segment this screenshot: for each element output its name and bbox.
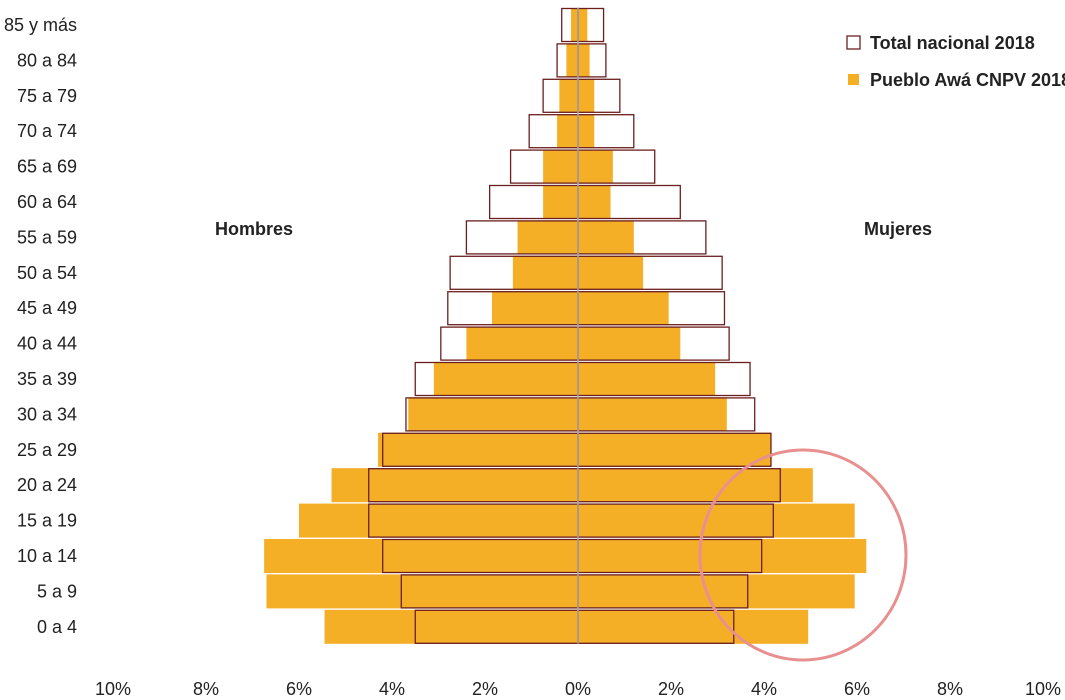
bar-awa-hombres <box>331 468 578 503</box>
age-group-label: 25 a 29 <box>17 440 77 460</box>
bar-awa-hombres <box>571 8 578 42</box>
bar-awa-mujeres <box>578 326 681 361</box>
bar-awa-mujeres <box>578 362 716 396</box>
age-group-label: 35 a 39 <box>17 369 77 389</box>
age-group-label: 70 a 74 <box>17 121 77 141</box>
x-tick-label: 2% <box>658 679 684 699</box>
age-group-label: 60 a 64 <box>17 192 77 212</box>
hombres-label: Hombres <box>215 219 293 239</box>
x-tick-label: 8% <box>937 679 963 699</box>
bar-awa-hombres <box>433 362 578 396</box>
bar-awa-mujeres <box>578 539 867 573</box>
bar-awa-mujeres <box>578 185 611 219</box>
bar-awa-hombres <box>264 539 578 573</box>
bar-awa-hombres <box>566 43 578 78</box>
age-group-label: 55 a 59 <box>17 227 77 247</box>
bar-awa-hombres <box>517 220 578 255</box>
age-group-labels: 0 a 4 5 a 9 10 a 14 15 a 19 20 a 24 25 a 29 30… <box>4 15 77 637</box>
bar-awa-mujeres <box>578 397 727 432</box>
age-group-label: 0 a 4 <box>37 617 77 637</box>
bar-awa-hombres <box>491 291 578 326</box>
bar-awa-hombres <box>512 255 578 290</box>
bar-awa-mujeres <box>578 503 855 538</box>
bar-awa-hombres <box>466 326 578 361</box>
mujeres-label: Mujeres <box>864 219 932 239</box>
awa-bars <box>264 8 867 644</box>
bar-awa-mujeres <box>578 255 644 290</box>
legend-fill-swatch <box>848 74 859 85</box>
age-group-label: 30 a 34 <box>17 404 77 424</box>
bar-awa-mujeres <box>578 432 771 467</box>
bar-awa-mujeres <box>578 78 595 113</box>
age-group-label: 10 a 14 <box>17 546 77 566</box>
age-group-label: 65 a 69 <box>17 157 77 177</box>
bar-awa-mujeres <box>578 574 855 609</box>
bar-awa-mujeres <box>578 220 634 255</box>
x-tick-label: 4% <box>751 679 777 699</box>
x-tick-label: 4% <box>379 679 405 699</box>
legend: Total nacional 2018 Pueblo Awá CNPV 2018 <box>846 33 1065 90</box>
bar-awa-mujeres <box>578 8 588 42</box>
age-group-label: 85 y más <box>4 15 77 35</box>
bar-awa-hombres <box>543 149 578 184</box>
bar-awa-mujeres <box>578 149 613 184</box>
age-group-label: 45 a 49 <box>17 298 77 318</box>
legend-total-nacional: Total nacional 2018 <box>870 33 1035 53</box>
age-group-label: 15 a 19 <box>17 511 77 531</box>
bar-awa-mujeres <box>578 468 813 503</box>
bar-awa-mujeres <box>578 43 590 78</box>
legend-pueblo-awa: Pueblo Awá CNPV 2018 <box>870 70 1065 90</box>
age-group-label: 20 a 24 <box>17 475 77 495</box>
x-tick-label: 8% <box>193 679 219 699</box>
bar-awa-mujeres <box>578 114 595 149</box>
bar-awa-mujeres <box>578 609 809 644</box>
age-group-label: 50 a 54 <box>17 263 77 283</box>
x-tick-label: 10% <box>95 679 131 699</box>
x-tick-label: 0% <box>565 679 591 699</box>
age-group-label: 80 a 84 <box>17 50 77 70</box>
bar-awa-hombres <box>557 114 578 149</box>
bar-awa-mujeres <box>578 291 669 326</box>
bar-awa-hombres <box>543 185 578 219</box>
bar-awa-hombres <box>559 78 578 113</box>
age-group-label: 5 a 9 <box>37 581 77 601</box>
age-group-label: 40 a 44 <box>17 334 77 354</box>
bar-awa-hombres <box>378 432 578 467</box>
legend-outline-swatch <box>846 35 861 50</box>
x-tick-label: 2% <box>472 679 498 699</box>
bar-awa-hombres <box>299 503 578 538</box>
x-axis-tick-labels: 10% 8% 6% 4% 2% 0% 2% 4% 6% 8% 10% <box>95 679 1061 699</box>
x-tick-label: 6% <box>286 679 312 699</box>
bar-awa-hombres <box>408 397 578 432</box>
age-group-label: 75 a 79 <box>17 86 77 106</box>
x-tick-label: 10% <box>1025 679 1061 699</box>
bar-awa-hombres <box>324 609 578 644</box>
x-tick-label: 6% <box>844 679 870 699</box>
bar-awa-hombres <box>266 574 578 609</box>
highlight-circle <box>698 448 908 662</box>
